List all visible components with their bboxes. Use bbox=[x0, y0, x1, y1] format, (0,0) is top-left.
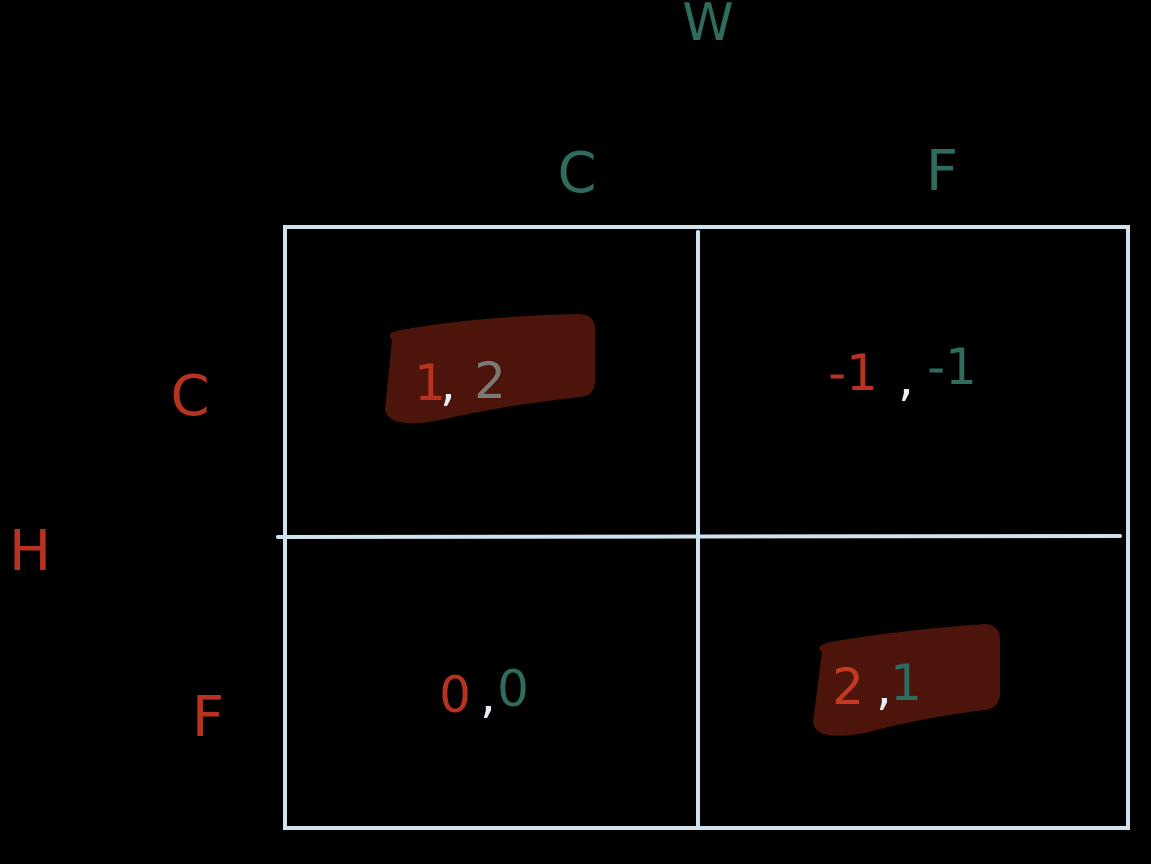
column-player-label: W bbox=[682, 0, 733, 53]
payoff-w: -1 bbox=[927, 338, 977, 396]
payoff-cell-ff: 2 , 1 bbox=[832, 654, 922, 716]
matrix-grid bbox=[278, 227, 1128, 828]
column-strategy-f: F bbox=[926, 139, 958, 204]
row-player-label: H bbox=[9, 519, 51, 584]
payoff-h: 2 bbox=[832, 658, 864, 716]
payoff-comma: , bbox=[440, 354, 456, 412]
payoff-h: -1 bbox=[828, 344, 878, 402]
column-strategy-c: C bbox=[557, 141, 596, 206]
payoff-w: 1 bbox=[890, 654, 922, 712]
row-strategy-c: C bbox=[170, 364, 209, 429]
payoff-cell-cf: -1 , -1 bbox=[828, 338, 977, 407]
matrix-horizontal-divider bbox=[278, 536, 1120, 537]
payoff-cell-fc: 0 , 0 bbox=[439, 660, 529, 724]
payoff-w: 2 bbox=[474, 352, 506, 410]
row-strategy-f: F bbox=[192, 685, 224, 750]
payoff-w: 0 bbox=[497, 660, 529, 718]
payoff-comma: , bbox=[480, 666, 496, 724]
payoff-h: 0 bbox=[439, 666, 471, 724]
matrix-outer-border bbox=[285, 227, 1128, 828]
payoff-comma: , bbox=[898, 349, 914, 407]
